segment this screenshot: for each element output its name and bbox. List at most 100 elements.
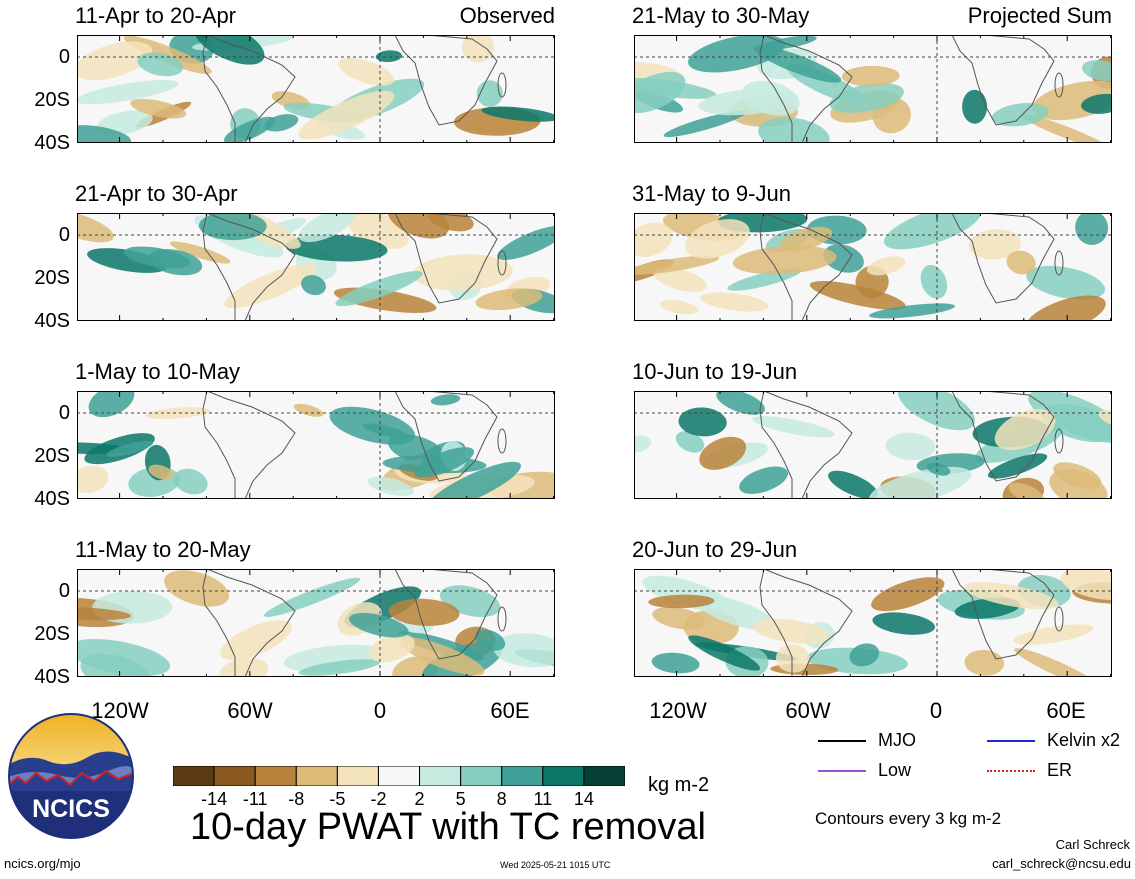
coastline-africa: [951, 391, 1055, 482]
colorbar-swatch: [419, 765, 462, 787]
anomaly-shading: [716, 391, 765, 415]
colorbar-units: kg m-2: [648, 774, 710, 796]
anomaly-shading: [412, 254, 513, 291]
anomaly-shading: [388, 598, 460, 627]
colorbar-swatch: [213, 765, 256, 787]
anomaly-shading: [173, 468, 208, 495]
anomaly-shading: [700, 292, 769, 312]
colorbar-tick-label: -5: [329, 789, 346, 809]
anomaly-shading: [481, 106, 555, 122]
anomaly-shading: [841, 65, 900, 87]
panel-frame: [634, 391, 1112, 499]
anomaly-shading: [194, 35, 265, 65]
anomaly-shading: [77, 79, 179, 105]
map-plot: [77, 391, 555, 499]
anomaly-shading: [329, 406, 416, 445]
y-tick-label: 0: [58, 402, 70, 424]
coastline-africa: [394, 391, 498, 482]
footer-author: Carl Schreck: [1055, 837, 1130, 852]
footer-email: carl_schreck@ncsu.edu: [992, 856, 1131, 871]
anomaly-shading: [224, 263, 317, 309]
colorbar-swatch: [542, 765, 585, 787]
colorbar-tick-label: -2: [370, 789, 387, 809]
panel-frame: [77, 35, 555, 143]
legend-item-kelvin: Kelvin x2: [987, 731, 1120, 749]
colorbar-swatch: [460, 765, 503, 787]
legend-item-low: Low: [818, 761, 911, 779]
anomaly-shading: [809, 280, 906, 310]
anomaly-shading: [739, 466, 789, 494]
colorbar-swatch: [254, 765, 297, 787]
anomaly-shading: [829, 83, 905, 113]
anomaly-shading: [106, 440, 154, 457]
logo-text: NCICS: [32, 795, 110, 823]
coastline-africa: [951, 35, 1055, 126]
coastline-south-america: [759, 569, 853, 677]
colorbar-tick-label: 2: [414, 789, 425, 809]
colorbar-tick-label: 14: [573, 789, 594, 809]
coastline-madagascar: [1054, 72, 1064, 98]
panel-frame: [634, 569, 1112, 677]
anomaly-shading: [775, 644, 810, 673]
footer-url: ncics.org/mjo: [4, 856, 81, 871]
anomaly-shading: [897, 391, 976, 431]
colorbar-swatch: [583, 765, 626, 787]
anomaly-shading: [869, 466, 972, 499]
map-plot: [77, 213, 555, 321]
y-tick-label: 20S: [34, 267, 70, 289]
anomaly-shading: [398, 637, 485, 676]
anomaly-shading: [301, 275, 326, 296]
anomaly-shading: [145, 407, 211, 420]
x-tick-label: 60E: [1046, 698, 1086, 723]
anomaly-shading: [375, 50, 402, 63]
anomaly-shading: [663, 110, 747, 137]
colorbar-tick-label: 8: [496, 789, 507, 809]
coastline-africa: [394, 213, 498, 304]
colorbar-tick-label: -8: [288, 789, 305, 809]
anomaly-shading: [169, 241, 231, 264]
anomaly-shading: [87, 248, 167, 273]
anomaly-shading: [675, 431, 705, 453]
panel-frame: [77, 391, 555, 499]
anomaly-shading: [991, 102, 1049, 127]
map-plot: [77, 35, 555, 143]
panel-tag: Projected Sum: [967, 3, 1112, 28]
coastline-madagascar: [1054, 606, 1064, 632]
y-tick-label: 20S: [34, 89, 70, 111]
anomaly-shading: [493, 633, 555, 668]
colorbar-swatch: [172, 765, 215, 787]
panel-title: 31-May to 9-Jun: [632, 181, 791, 206]
y-tick-label: 0: [58, 46, 70, 68]
anomaly-shading: [688, 635, 761, 671]
anomaly-shading: [678, 407, 727, 437]
panel-frame: [77, 569, 555, 677]
colorbar-swatch: [501, 765, 544, 787]
coastline-africa: [951, 569, 1055, 660]
coastline-madagascar: [497, 250, 507, 276]
anomaly-shading: [392, 656, 439, 677]
anomaly-shading: [497, 225, 555, 261]
x-tick-label: 120W: [649, 698, 707, 723]
anomaly-shading: [130, 98, 187, 119]
panel-title: 1-May to 10-May: [75, 359, 241, 384]
y-tick-label: 40S: [34, 488, 70, 510]
x-tick-label: 60W: [227, 698, 273, 723]
colorbar-swatch: [336, 765, 379, 787]
coastline-south-america: [202, 569, 296, 677]
x-tick-label: 60E: [490, 698, 530, 723]
colorbar-tick-label: -14: [201, 789, 228, 809]
anomaly-shading: [963, 582, 1059, 610]
y-tick-label: 20S: [34, 445, 70, 467]
anomaly-shading: [124, 246, 190, 269]
coastline-south-america: [202, 213, 296, 321]
panel-title: 20-Jun to 29-Jun: [632, 537, 798, 562]
map-plot: [634, 391, 1112, 499]
anomaly-shading: [475, 629, 506, 651]
anomaly-shading: [349, 612, 409, 638]
legend-note: Contours every 3 kg m-2: [815, 809, 1002, 828]
x-tick-label: 60W: [785, 698, 831, 723]
anomaly-shading: [1014, 648, 1102, 677]
anomaly-shading: [732, 245, 837, 275]
anomaly-shading: [779, 226, 833, 252]
anomaly-shading: [430, 394, 461, 406]
